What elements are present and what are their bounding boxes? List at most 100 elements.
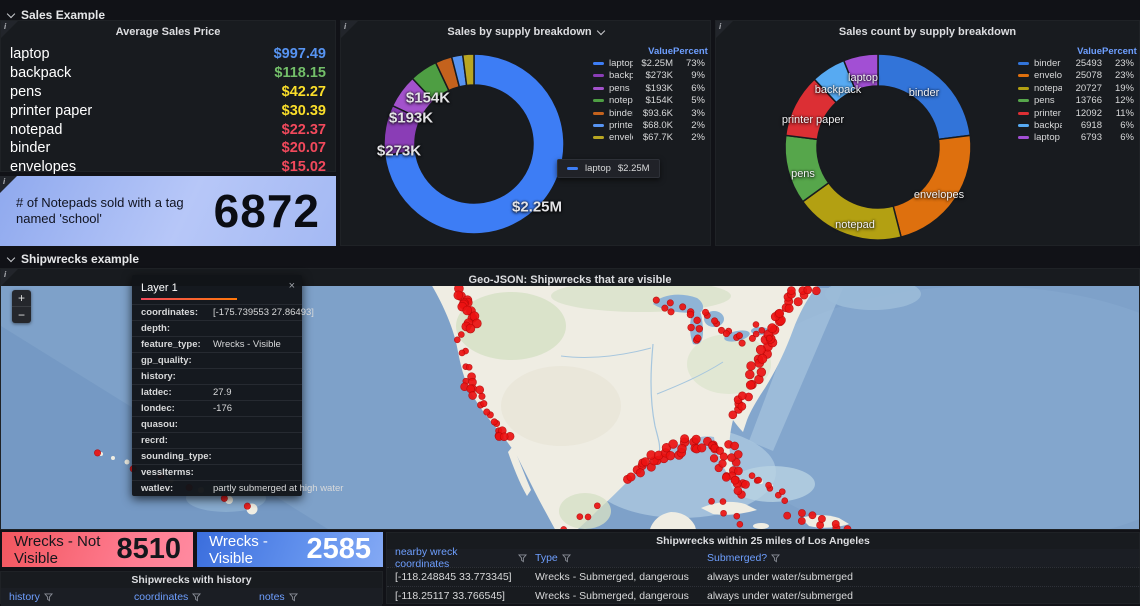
map-marker[interactable]: [677, 443, 687, 454]
panel-title[interactable]: Average Sales Price: [115, 26, 221, 38]
map-marker[interactable]: [458, 349, 466, 357]
map-marker[interactable]: [752, 321, 760, 328]
map-marker[interactable]: [453, 290, 464, 301]
panel-title[interactable]: Sales by supply breakdown: [341, 21, 710, 38]
map-marker[interactable]: [709, 454, 719, 463]
legend-item[interactable]: pens 13766 12%: [1018, 95, 1134, 107]
map-marker[interactable]: [94, 449, 102, 457]
panel-info-corner[interactable]: i: [1, 269, 18, 286]
map-marker[interactable]: [697, 443, 707, 453]
map-marker[interactable]: [717, 326, 725, 334]
map-marker[interactable]: [468, 391, 477, 400]
map-marker[interactable]: [755, 476, 762, 484]
map-marker[interactable]: [745, 380, 756, 390]
column-header-history[interactable]: history: [1, 591, 126, 603]
donut-slice-envelopes[interactable]: [892, 134, 972, 238]
map-marker[interactable]: [499, 432, 509, 442]
map-marker[interactable]: [746, 361, 756, 371]
map-marker[interactable]: [711, 317, 719, 325]
map-marker[interactable]: [758, 327, 766, 334]
map-marker[interactable]: [748, 334, 756, 342]
map-marker[interactable]: [784, 303, 794, 313]
map-marker[interactable]: [693, 316, 701, 325]
donut-slice-laptop[interactable]: [383, 53, 565, 235]
section-sales-example[interactable]: Sales Example: [6, 8, 105, 22]
map-marker[interactable]: [781, 497, 789, 505]
map-marker[interactable]: [738, 391, 747, 401]
map-marker[interactable]: [480, 400, 488, 408]
map-marker[interactable]: [738, 339, 746, 347]
map-marker[interactable]: [652, 296, 660, 304]
map-marker[interactable]: [756, 367, 767, 377]
map-marker[interactable]: [680, 434, 690, 444]
legend-item[interactable]: printer paper$68.0K2%: [593, 119, 705, 131]
legend-item[interactable]: backpack69186%: [1018, 119, 1134, 131]
map-marker[interactable]: [735, 332, 743, 340]
legend-item[interactable]: notepad2072719%: [1018, 82, 1134, 94]
map-marker[interactable]: [694, 334, 702, 342]
map-marker[interactable]: [665, 450, 676, 461]
donut-slice-laptop[interactable]: [842, 53, 879, 92]
legend-item[interactable]: laptop $2.25M 73%: [593, 57, 705, 69]
panel-info-corner[interactable]: i: [716, 21, 733, 38]
map-marker[interactable]: [666, 299, 674, 307]
map-marker[interactable]: [719, 498, 727, 505]
map-marker[interactable]: [626, 472, 636, 482]
legend-item[interactable]: laptop 6793 6%: [1018, 132, 1134, 144]
map-marker[interactable]: [594, 502, 601, 510]
panel-info-corner[interactable]: i: [341, 21, 358, 38]
map-marker[interactable]: [757, 353, 768, 364]
map-marker[interactable]: [752, 330, 760, 338]
map-marker[interactable]: [661, 304, 669, 312]
map-marker[interactable]: [803, 286, 813, 295]
map-marker[interactable]: [728, 410, 738, 420]
table-row[interactable]: [-118.25117 33.766545] Wrecks - Submerged…: [387, 586, 1139, 605]
panel-title[interactable]: Geo-JSON: Shipwrecks that are visible: [468, 274, 672, 286]
column-header-type[interactable]: Type: [527, 552, 699, 564]
map-marker[interactable]: [734, 466, 743, 476]
map-marker[interactable]: [798, 509, 806, 517]
map-marker[interactable]: [465, 363, 473, 371]
map-marker[interactable]: [462, 305, 473, 316]
map-marker[interactable]: [843, 525, 852, 529]
legend-item[interactable]: pens $193K 6%: [593, 82, 705, 94]
donut-slice-binder[interactable]: [877, 53, 972, 141]
map-marker[interactable]: [584, 513, 592, 521]
map-marker[interactable]: [808, 511, 817, 520]
map-marker[interactable]: [793, 297, 803, 307]
legend-item[interactable]: printer paper1209211%: [1018, 107, 1134, 119]
map-marker[interactable]: [220, 494, 228, 502]
map-marker[interactable]: [458, 331, 465, 338]
map-marker[interactable]: [778, 488, 786, 495]
map-marker[interactable]: [668, 439, 678, 449]
map-marker[interactable]: [775, 308, 785, 318]
map-marker[interactable]: [748, 472, 756, 479]
map-marker[interactable]: [766, 334, 773, 342]
map-marker[interactable]: [831, 520, 840, 528]
column-header-notes[interactable]: notes: [251, 591, 382, 603]
section-shipwrecks-example[interactable]: Shipwrecks example: [6, 252, 139, 266]
map-marker[interactable]: [797, 517, 806, 525]
map-marker[interactable]: [667, 308, 675, 316]
panel-title[interactable]: Sales count by supply breakdown: [838, 26, 1017, 38]
map-marker[interactable]: [635, 468, 645, 478]
map-marker[interactable]: [483, 408, 491, 416]
map-marker[interactable]: [741, 480, 750, 489]
map-marker[interactable]: [679, 303, 687, 311]
legend-item[interactable]: binder 25493 23%: [1018, 57, 1134, 69]
map-marker[interactable]: [472, 318, 482, 329]
map-marker[interactable]: [576, 513, 584, 520]
column-header-nearby-wreck-coordinates[interactable]: nearby wreck coordinates: [387, 546, 527, 570]
map-marker[interactable]: [243, 502, 251, 510]
map-marker[interactable]: [475, 385, 485, 395]
map-marker[interactable]: [812, 286, 821, 296]
legend-item[interactable]: envelopes2507823%: [1018, 70, 1134, 82]
column-header-submerged-[interactable]: Submerged?: [699, 552, 1139, 564]
legend-item[interactable]: binder $93.6K 3%: [593, 107, 705, 119]
map-marker[interactable]: [767, 323, 778, 334]
map-marker[interactable]: [783, 511, 792, 520]
map-marker[interactable]: [560, 526, 567, 529]
map-marker[interactable]: [730, 475, 740, 485]
